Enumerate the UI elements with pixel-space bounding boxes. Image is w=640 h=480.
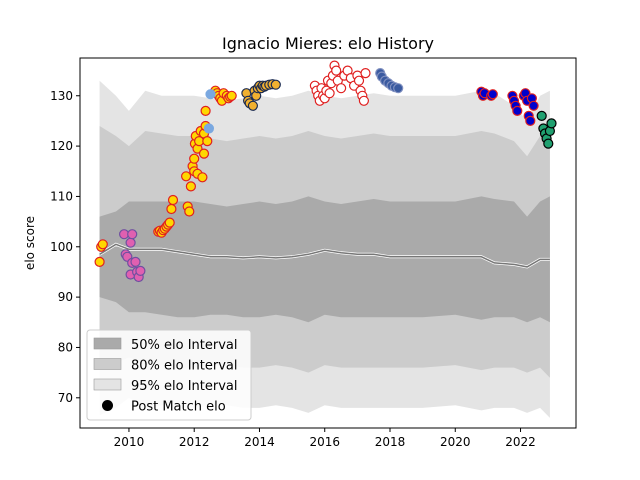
legend-swatch: [93, 378, 122, 391]
post-match-elo-point: [226, 90, 237, 101]
y-tick-label: 80: [58, 340, 73, 354]
y-tick-label: 100: [50, 240, 73, 254]
series-5: [309, 60, 371, 106]
series-0: [94, 239, 108, 267]
post-match-elo-point: [336, 83, 347, 94]
post-match-elo-point: [393, 83, 404, 94]
median-line: [99, 243, 550, 268]
post-match-elo-point: [247, 100, 258, 111]
series-7: [476, 86, 498, 101]
post-match-elo-point: [130, 256, 141, 267]
legend-label: 80% elo Interval: [131, 359, 238, 374]
post-match-elo-point: [205, 89, 216, 100]
post-match-elo-point: [198, 148, 210, 159]
post-match-elo-point: [94, 256, 105, 267]
band-50: [99, 196, 550, 323]
post-match-elo-point: [512, 105, 523, 117]
post-match-elo-point: [487, 89, 498, 100]
post-match-elo-point: [197, 172, 208, 183]
x-axis: 2010 2012 2014 2016 2018 2020 2022: [114, 428, 536, 449]
post-match-elo-point: [125, 237, 136, 248]
post-match-elo-point: [166, 203, 177, 215]
y-tick-label: 70: [58, 391, 73, 405]
y-tick-label: 130: [50, 89, 73, 103]
post-match-elo-point: [202, 136, 213, 147]
legend-label: Post Match elo: [131, 400, 226, 415]
post-match-elo-point: [185, 181, 196, 192]
post-match-elo-point: [127, 229, 138, 240]
post-match-elo-point: [331, 65, 342, 76]
post-match-elo-point: [97, 239, 108, 250]
post-match-elo-point: [546, 118, 557, 129]
x-tick-label: 2020: [440, 435, 471, 449]
legend-box: [86, 329, 252, 421]
post-match-elo-point: [360, 67, 371, 79]
post-match-elo-point: [200, 105, 211, 117]
post-match-elo-point: [270, 79, 281, 90]
legend: 50% elo Interval 80% elo Interval 95% elo …: [86, 329, 252, 421]
y-axis-label: elo score: [23, 216, 37, 270]
series-6: [375, 67, 404, 94]
axes-frame: [79, 57, 577, 429]
legend-swatch: [93, 358, 122, 370]
post-match-elo-point: [135, 265, 146, 276]
series-3: [203, 89, 216, 134]
series-2: [153, 85, 237, 238]
post-match-elo-point: [528, 100, 539, 111]
x-tick-label: 2012: [179, 435, 210, 449]
post-match-elo-point: [536, 110, 547, 122]
legend-marker: [102, 400, 113, 411]
x-tick-label: 2018: [375, 435, 406, 449]
post-match-elo-point: [164, 217, 175, 228]
x-tick-label: 2022: [505, 435, 536, 449]
series-8: [507, 88, 539, 127]
post-match-elo-point: [324, 88, 335, 99]
post-match-elo-point: [525, 115, 536, 127]
legend-label: 95% elo Interval: [131, 379, 238, 394]
x-tick-label: 2014: [244, 435, 275, 449]
post-match-elo-point: [353, 75, 365, 86]
series-1: [118, 229, 146, 283]
post-match-elo-point: [181, 171, 192, 182]
legend-label: 50% elo Interval: [131, 338, 238, 353]
x-tick-label: 2016: [309, 435, 340, 449]
x-tick-label: 2010: [114, 435, 145, 449]
series-4: [241, 79, 281, 111]
post-match-elo-point: [543, 138, 554, 149]
y-tick-label: 90: [58, 290, 73, 304]
post-match-elo-point: [203, 123, 214, 134]
post-match-elo-point: [167, 194, 179, 206]
series-9: [536, 110, 557, 149]
legend-swatch: [93, 337, 122, 350]
post-match-elo-point: [184, 206, 195, 217]
y-tick-label: 110: [50, 189, 73, 203]
chart-title: Ignacio Mieres: elo History: [222, 34, 434, 53]
post-match-elo-point: [189, 153, 200, 164]
post-match-elo-point: [358, 95, 369, 106]
y-tick-label: 120: [50, 139, 73, 153]
y-axis: 70 80 90 100 110 120 130: [50, 89, 80, 405]
